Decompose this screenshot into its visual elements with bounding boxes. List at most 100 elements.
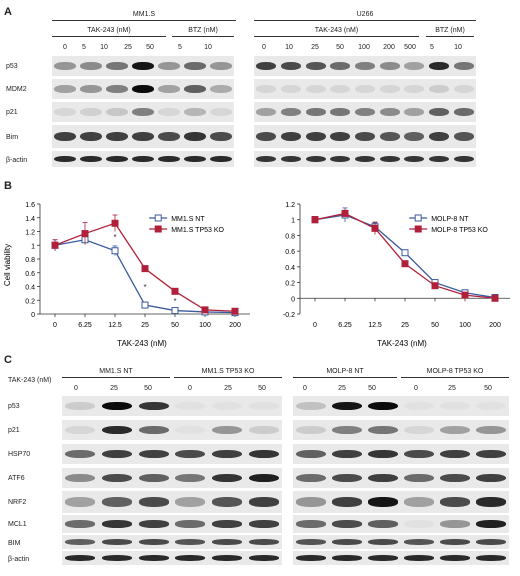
mm1s-chart-ytick-label-1: 0.2	[25, 298, 35, 305]
blot-c-right-bim-band-1	[332, 539, 362, 545]
x-axis-label-left: TAK-243 (nM)	[117, 339, 167, 348]
mm1s-chart-ytick-label-0: 0	[31, 312, 35, 319]
mm1s-chart-xtick-label-3: 25	[141, 322, 149, 329]
mm1s-chart-xtick-label-2: 12.5	[108, 322, 122, 329]
blot-a-right-actin-band-1	[280, 155, 302, 163]
mm1s-conc-0: 0	[63, 44, 67, 51]
blot-c-right-hsp70-band-2	[368, 449, 398, 459]
molp8-chart-xtick-label-6: 200	[489, 322, 501, 329]
blot-a-right-p21	[254, 102, 476, 122]
group-label-molp8-ko: MOLP-8 TP53 KO	[426, 368, 484, 375]
blot-a-left-p53-band-3	[132, 61, 154, 71]
blot-c-right-p53	[293, 396, 509, 416]
btz-line-right	[426, 36, 474, 37]
blot-a-right-actin-band-5	[379, 155, 400, 163]
blot-c-left-actin-band-4	[211, 555, 243, 561]
blot-c-left-p53	[62, 396, 282, 416]
row-label-bim-a: Bim	[6, 134, 19, 141]
blot-c-left-nrf2-band-2	[138, 497, 169, 507]
blot-c-left-bim-band-3	[175, 539, 206, 545]
c-conc-7: 25	[338, 385, 346, 392]
blot-c-right-p21-band-1	[332, 425, 362, 435]
blot-c-left-mcl1-band-1	[101, 520, 133, 528]
blot-c-left-bim	[62, 535, 282, 549]
row-label-mcl1-c: MCL1	[8, 521, 27, 528]
blot-c-right-mcl1-band-3	[404, 520, 434, 528]
blot-a-left-p53-band-6	[210, 61, 232, 71]
blot-a-right-p53-band-3	[330, 61, 351, 71]
blot-c-right-p53-band-2	[368, 401, 398, 411]
blot-a-left-p21-band-0	[54, 107, 76, 117]
u266-conc-6: 500	[404, 44, 416, 51]
mm1s-chart-ytick-label-5: 1	[31, 243, 35, 250]
blot-c-right-p53-band-0	[296, 401, 326, 411]
panel-b-label: B	[4, 180, 12, 192]
treatment-label: TAK-243 (nM)	[8, 377, 52, 384]
blot-c-right-atf6-band-5	[476, 473, 506, 483]
row-label-actin-a: β-actin	[6, 157, 28, 164]
blot-a-left-mdm2-band-5	[184, 84, 206, 94]
blot-c-right-bim	[293, 535, 509, 549]
blot-c-left-p21-band-5	[248, 425, 279, 435]
molp8-chart-xtick-label-4: 50	[431, 322, 439, 329]
mm1s-chart-significance-4: *	[173, 297, 176, 306]
blot-a-right-actin	[254, 151, 476, 167]
blot-a-right-p53-band-2	[305, 61, 326, 71]
blot-a-left-mdm2-band-1	[80, 84, 102, 94]
blot-a-left-p21-band-5	[184, 107, 206, 117]
mm1s-chart-xtick-label-4: 50	[171, 322, 179, 329]
molp8-chart-legend-label-1: MOLP-8 TP53 KO	[431, 227, 488, 234]
blot-c-right-atf6-band-2	[368, 473, 398, 483]
molp8-chart-series-1-point-0	[311, 216, 319, 224]
mm1s-chart-significance-2: *	[113, 233, 116, 242]
y-axis-label: Cell viability	[3, 244, 12, 286]
molp8-chart-series-1-point-6	[491, 294, 499, 302]
tak243-label-right: TAK-243 (nM)	[314, 27, 359, 34]
blot-c-left-p53-band-5	[248, 401, 279, 411]
blot-a-right-p53-band-6	[404, 61, 425, 71]
blot-c-right-actin-band-4	[440, 555, 470, 561]
blot-a-right-p53-band-4	[354, 61, 376, 71]
blot-c-left-nrf2-band-3	[175, 497, 206, 507]
blot-c-right-p53-band-5	[476, 401, 506, 411]
mm1s-chart-legend-marker-1	[154, 225, 162, 233]
molp8-viability-chart: TAK-243 (nM) -0.2 0 0.2 0.4 0.6 0.8 1 1.2 0 6.25 1…	[283, 202, 510, 348]
blot-c-right-p53-band-4	[440, 401, 470, 411]
blot-a-right-actin-band-7	[428, 155, 450, 163]
mm1s-viability-chart: Cell viability TAK-243 (nM) 0 0.2 0.4 0.6 0.…	[3, 202, 250, 348]
btz-label-right: BTZ (nM)	[435, 27, 465, 34]
u266-conc-8: 10	[454, 44, 462, 51]
blot-a-left-p53-band-4	[158, 61, 180, 71]
blot-c-left-bim-band-5	[248, 539, 279, 545]
mm1s-chart-series-0-point-4	[171, 307, 179, 315]
blot-a-left-p53	[52, 56, 234, 76]
mm1s-chart-ytick-label-2: 0.4	[25, 285, 35, 292]
mm1s-chart-significance-3: *	[143, 283, 146, 292]
blot-a-left-bim	[52, 125, 234, 148]
group-line-4	[401, 377, 509, 378]
blot-c-left-p21-band-4	[211, 425, 243, 435]
blot-a-left-actin-band-6	[210, 155, 232, 163]
blot-c-left-bim-band-2	[138, 539, 169, 545]
group-line-2	[174, 377, 282, 378]
c-conc-9: 0	[414, 385, 418, 392]
blot-a-right-actin-band-2	[305, 155, 326, 163]
blot-c-right-atf6-band-3	[404, 473, 434, 483]
blot-a-right-p53-band-7	[428, 61, 450, 71]
blot-a-right-bim-band-2	[305, 131, 326, 142]
blot-c-left-p21-band-0	[65, 425, 96, 435]
c-conc-1: 25	[110, 385, 118, 392]
u266-conc-1: 10	[285, 44, 293, 51]
molp8-chart-series-1-point-3	[401, 260, 409, 268]
blot-a-left-p21-band-4	[158, 107, 180, 117]
c-conc-5: 50	[258, 385, 266, 392]
c-conc-4: 25	[224, 385, 232, 392]
mm1s-header-line	[52, 20, 236, 21]
blot-a-left-bim-band-5	[184, 131, 206, 142]
blot-a-right-actin-band-3	[330, 155, 351, 163]
mm1s-chart-ytick-label-8: 1.6	[25, 202, 35, 209]
blot-a-right-p21-band-8	[453, 107, 474, 117]
mm1s-chart-xtick-label-1: 6.25	[78, 322, 92, 329]
blot-c-left-hsp70	[62, 444, 282, 464]
blot-a-left-p21-band-3	[132, 107, 154, 117]
